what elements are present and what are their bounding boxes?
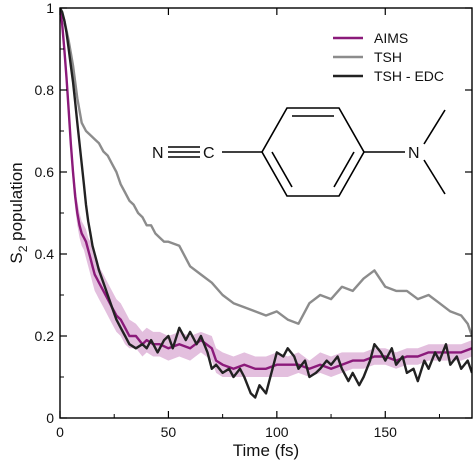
- nitrile-nitrogen-label: N: [152, 145, 164, 162]
- y-axis-title-rest: population: [7, 162, 26, 245]
- x-tick-label: 0: [56, 424, 64, 440]
- y-axis-ticks: 0 0.2 0.4 0.6 0.8 1: [35, 0, 472, 426]
- ring-double-bond-3: [271, 151, 293, 188]
- x-axis-ticks: 0 50 100 150: [56, 8, 440, 440]
- nitrile-carbon-label: C: [203, 145, 215, 162]
- series-lines-group: [60, 8, 472, 399]
- tsh-line: [60, 8, 472, 337]
- y-tick-label: 1: [46, 0, 54, 16]
- y-tick-label: 0.6: [35, 164, 55, 180]
- legend: AIMS TSH TSH - EDC: [333, 30, 444, 84]
- ring-double-bond-2: [333, 151, 355, 188]
- y-tick-label: 0: [46, 410, 54, 426]
- legend-label-tsh: TSH: [374, 49, 402, 65]
- x-tick-label: 100: [265, 424, 289, 440]
- y-tick-label: 0.8: [35, 82, 55, 98]
- x-tick-label: 150: [374, 424, 398, 440]
- benzene-ring: [261, 107, 365, 197]
- legend-label-tsh-edc: TSH - EDC: [374, 68, 444, 84]
- y-tick-label: 0.2: [35, 328, 55, 344]
- aims-line: [60, 8, 472, 370]
- legend-label-aims: AIMS: [374, 30, 408, 46]
- y-axis-title: S2 population: [7, 162, 30, 263]
- amine-nitrogen-label: N: [408, 145, 420, 162]
- bond-amine-methyl-up: [423, 109, 446, 145]
- x-tick-label: 50: [161, 424, 177, 440]
- molecule-structure: [168, 107, 446, 197]
- y-axis-title-main: S: [7, 252, 26, 263]
- tsh-edc-line: [60, 8, 472, 399]
- bond-amine-methyl-down: [423, 159, 446, 195]
- x-axis-title: Time (fs): [233, 441, 299, 460]
- y-tick-label: 0.4: [35, 246, 55, 262]
- y-axis-title-subscript: 2: [16, 245, 30, 252]
